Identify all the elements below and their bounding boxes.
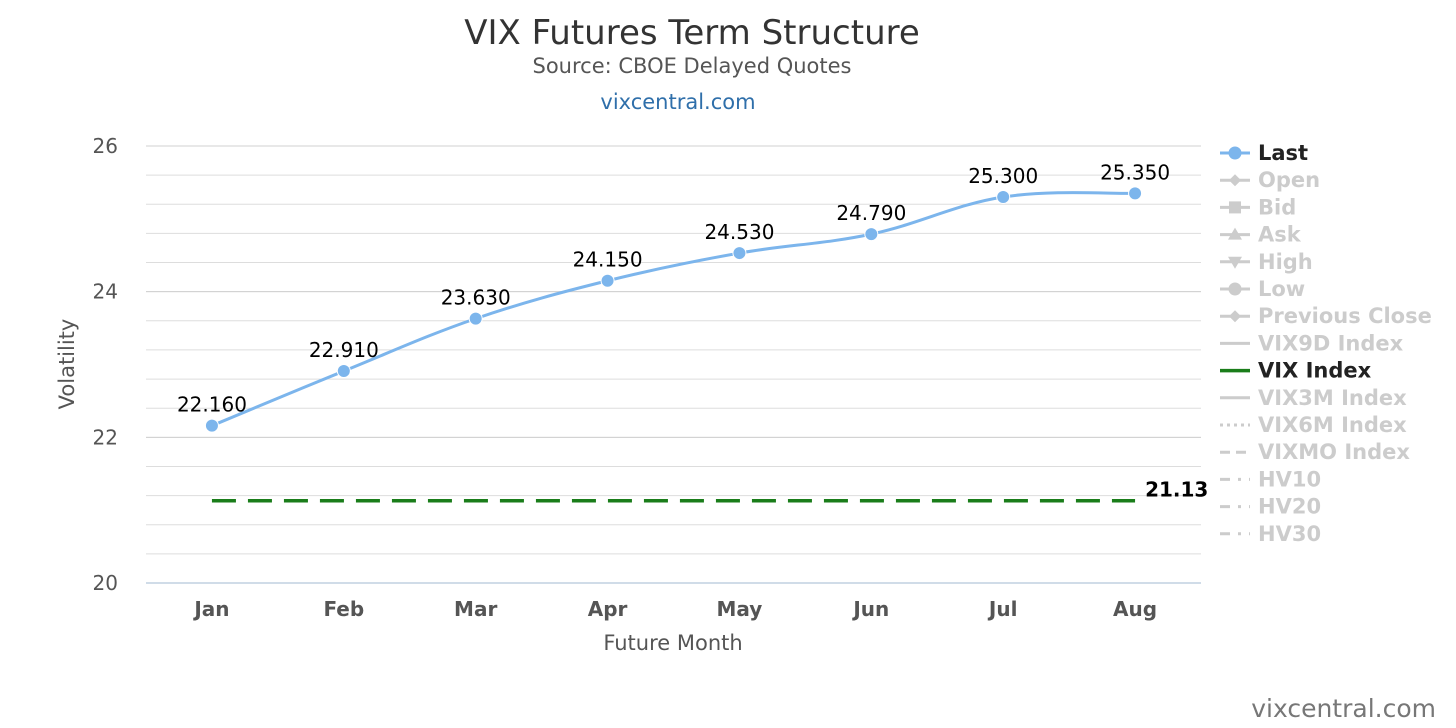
legend-item-label: Bid <box>1258 195 1296 219</box>
watermark: vixcentral.com <box>1251 694 1436 723</box>
grid-lines <box>146 145 1201 584</box>
last-data-label: 24.530 <box>704 220 774 244</box>
legend-item[interactable]: Previous Close <box>1220 304 1432 328</box>
x-tick-label: Feb <box>323 597 364 621</box>
last-data-point[interactable] <box>204 418 219 433</box>
legend-item[interactable]: Low <box>1220 277 1305 301</box>
last-data-label: 22.160 <box>177 393 247 417</box>
legend-item-label: Open <box>1258 168 1320 192</box>
x-tick-label: Mar <box>454 597 497 621</box>
legend-item-label: VIX Index <box>1258 359 1372 383</box>
vix-index-value-label: 21.13 <box>1145 478 1208 502</box>
chart-title: VIX Futures Term Structure <box>464 13 920 53</box>
x-axis-ticks: Jan Feb Mar Apr May Jun Jul Aug <box>192 597 1157 621</box>
legend-item-label: HV20 <box>1258 495 1321 519</box>
legend-item[interactable]: VIXMO Index <box>1220 440 1410 464</box>
site-link[interactable]: vixcentral.com <box>600 90 755 114</box>
last-data-label: 25.350 <box>1100 160 1170 184</box>
last-data-label: 23.630 <box>441 286 511 310</box>
y-axis-title: Volatility <box>55 319 79 410</box>
last-data-label: 22.910 <box>309 338 379 362</box>
legend-item[interactable]: VIX9D Index <box>1220 331 1404 355</box>
legend-item[interactable]: HV10 <box>1220 467 1321 491</box>
series-last: 22.160 22.910 23.630 24.150 24.530 24.790 25.3… <box>177 160 1170 433</box>
legend-circle-marker-icon <box>1228 146 1242 160</box>
legend-item-label: Previous Close <box>1258 304 1432 328</box>
legend-item-label: Ask <box>1258 223 1302 247</box>
y-tick-label: 22 <box>93 425 118 449</box>
x-tick-label: Apr <box>588 597 628 621</box>
x-tick-label: Aug <box>1113 597 1157 621</box>
legend-item[interactable]: High <box>1220 250 1313 274</box>
legend-item[interactable]: Ask <box>1220 223 1302 247</box>
last-data-point[interactable] <box>600 273 615 288</box>
legend-item[interactable]: Last <box>1220 141 1308 165</box>
legend-item[interactable]: VIX3M Index <box>1220 386 1407 410</box>
legend-item[interactable]: HV20 <box>1220 495 1321 519</box>
chart-subtitle: Source: CBOE Delayed Quotes <box>533 54 852 78</box>
legend-item-label: HV30 <box>1258 522 1321 546</box>
last-data-label: 25.300 <box>968 164 1038 188</box>
last-data-label: 24.150 <box>573 248 643 272</box>
last-data-label: 24.790 <box>836 201 906 225</box>
legend-item-label: Last <box>1258 141 1308 165</box>
x-tick-label: Jul <box>987 597 1018 621</box>
legend-item-label: VIXMO Index <box>1258 440 1410 464</box>
legend-item[interactable]: Open <box>1220 168 1320 192</box>
legend-item-label: High <box>1258 250 1313 274</box>
legend-item[interactable]: VIX6M Index <box>1220 413 1407 437</box>
legend-item[interactable]: Bid <box>1220 195 1296 219</box>
legend-item-label: VIX9D Index <box>1258 331 1404 355</box>
legend-item-label: Low <box>1258 277 1305 301</box>
x-tick-label: Jun <box>851 597 889 621</box>
last-data-point[interactable] <box>996 189 1011 204</box>
last-data-point[interactable] <box>1128 186 1143 201</box>
x-axis-title: Future Month <box>603 631 742 655</box>
legend-item[interactable]: VIX Index <box>1220 359 1372 383</box>
legend-circle-marker-icon <box>1228 282 1242 296</box>
last-data-point[interactable] <box>864 227 879 242</box>
legend-diamond-marker-icon <box>1229 174 1241 187</box>
y-tick-label: 26 <box>93 134 118 158</box>
last-data-point[interactable] <box>468 311 483 326</box>
legend-item-label: VIX6M Index <box>1258 413 1407 437</box>
legend-square-marker-icon <box>1229 201 1241 214</box>
legend-diamond-marker-icon <box>1229 310 1241 323</box>
series-vix-index: 21.13 <box>211 478 1208 503</box>
last-data-point[interactable] <box>336 364 351 379</box>
y-axis-ticks: 20 22 24 26 <box>93 134 118 595</box>
x-tick-label: May <box>717 597 763 621</box>
legend: Last Open Bid Ask High Low Previous Close VIX9D… <box>1220 141 1432 546</box>
legend-triangle-marker-icon <box>1228 227 1242 240</box>
legend-item-label: VIX3M Index <box>1258 386 1407 410</box>
legend-item[interactable]: HV30 <box>1220 522 1321 546</box>
legend-item-label: HV10 <box>1258 467 1321 491</box>
y-tick-label: 24 <box>93 280 118 304</box>
x-tick-label: Jan <box>192 597 229 621</box>
legend-triangle-down-marker-icon <box>1228 256 1242 269</box>
last-series-line[interactable] <box>211 191 1136 428</box>
y-tick-label: 20 <box>93 571 118 595</box>
last-data-point[interactable] <box>732 246 747 261</box>
